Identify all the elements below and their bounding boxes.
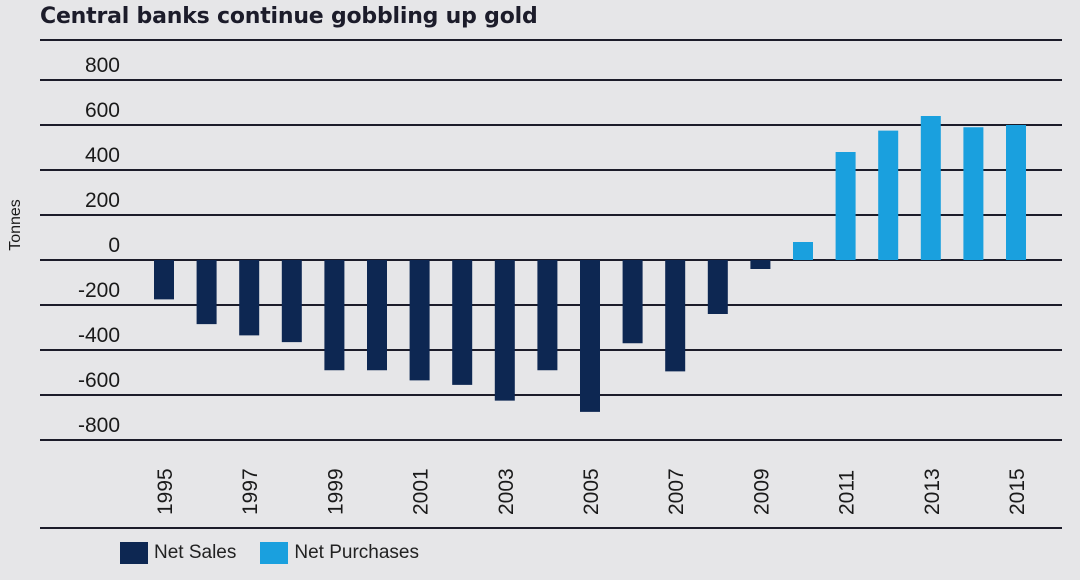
chart-title: Central banks continue gobbling up gold [40,4,538,29]
y-tick-label: 200 [85,189,120,212]
x-tick-label: 2003 [495,468,518,515]
x-tick-labels: 1995 1997 1999 2001 2003 2005 2007 2009 2011 2013… [154,468,1029,515]
legend-item-net-purchases: Net Purchases [260,542,419,564]
bar-1999 [324,260,345,371]
bar-2009 [750,260,771,269]
bar-2003 [494,260,515,401]
x-tick-label: 2015 [1006,468,1029,515]
x-tick-label: 2001 [410,468,433,515]
bar-1998 [281,260,302,343]
bars [154,116,1026,412]
bar-1996 [196,260,217,325]
legend-label-net-purchases: Net Purchases [294,542,419,563]
x-tick-label: 1999 [324,468,347,515]
bar-2015 [1006,125,1026,260]
y-tick-label: -400 [78,324,120,347]
bar-2014 [963,127,984,260]
bar-1995 [154,260,174,300]
y-tick-label: 800 [85,54,120,77]
bar-2002 [452,260,473,385]
bar-2004 [537,260,558,371]
bar-2000 [367,260,387,371]
y-tick-label: 0 [108,234,120,257]
legend-item-net-sales: Net Sales [120,542,236,564]
bar-2006 [622,260,643,344]
bar-1997 [239,260,260,336]
y-axis-label: Tonnes [7,199,24,251]
x-tick-label: 2013 [921,468,944,515]
bar-2013 [920,116,941,260]
bar-2008 [707,260,728,314]
y-tick-label: 400 [85,144,120,167]
x-tick-label: 2009 [750,468,773,515]
y-tick-labels: 800 600 400 200 0 -200 -400 -600 -800 [78,54,120,437]
legend-swatch-net-sales [120,542,148,564]
bar-2007 [665,260,686,372]
y-tick-label: -600 [78,369,120,392]
legend: Net Sales Net Purchases [120,542,443,564]
x-tick-label: 1995 [154,468,177,515]
x-tick-label: 1997 [239,468,262,515]
bar-2012 [878,130,899,260]
x-tick-label: 2007 [665,468,688,515]
y-tick-label: -200 [78,279,120,302]
bar-2011 [835,152,856,260]
y-tick-label: -800 [78,414,120,437]
legend-swatch-net-purchases [260,542,289,564]
x-tick-label: 2011 [836,470,859,515]
bar-2001 [409,260,430,381]
y-tick-label: 600 [85,99,120,122]
legend-label-net-sales: Net Sales [154,542,237,563]
bar-2005 [580,260,600,412]
bar-2010 [793,242,813,260]
x-tick-label: 2005 [580,468,603,515]
gridlines [40,39,1062,441]
